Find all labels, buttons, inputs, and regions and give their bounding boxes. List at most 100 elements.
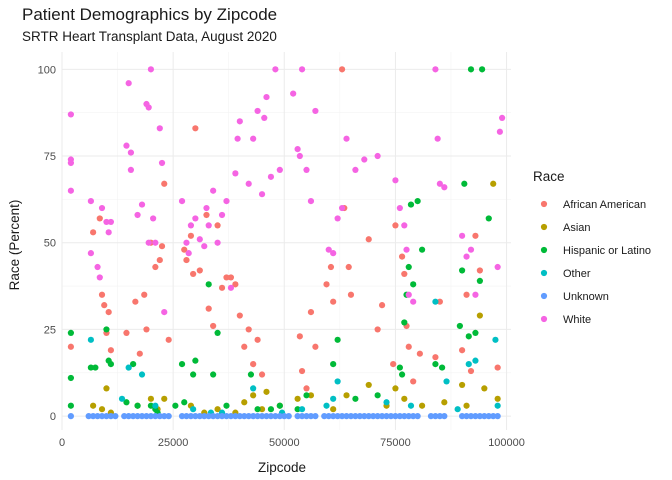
point-unknown: [410, 413, 417, 420]
point-white: [152, 239, 159, 246]
point-hispanic-or-latino: [467, 66, 475, 73]
point-asian: [458, 381, 466, 389]
point-asian: [294, 395, 301, 402]
point-white: [298, 66, 306, 73]
chart-subtitle: SRTR Heart Transplant Data, August 2020: [22, 29, 277, 44]
point-hispanic-or-latino: [276, 402, 283, 409]
point-hispanic-or-latino: [247, 371, 255, 378]
point-white: [352, 166, 359, 174]
point-unknown: [432, 413, 439, 420]
point-white: [312, 107, 319, 115]
point-unknown: [98, 413, 106, 420]
point-african-american: [141, 291, 148, 298]
point-unknown: [312, 413, 319, 420]
x-tick-label: 50000: [269, 437, 300, 449]
point-unknown: [392, 413, 399, 420]
point-asian: [241, 399, 248, 406]
point-white: [267, 173, 275, 180]
point-unknown: [94, 413, 101, 420]
point-unknown: [272, 413, 279, 420]
point-african-american: [338, 66, 346, 73]
point-hispanic-or-latino: [123, 399, 130, 406]
legend-key-white: [540, 315, 548, 323]
point-white: [234, 135, 241, 142]
point-african-american: [165, 336, 172, 343]
point-african-american: [296, 333, 303, 340]
point-african-american: [107, 347, 115, 354]
point-white: [67, 111, 74, 118]
point-unknown: [250, 413, 257, 420]
point-other: [432, 298, 439, 305]
y-tick-label: 75: [44, 151, 56, 163]
point-white: [436, 180, 443, 187]
point-hispanic-or-latino: [294, 406, 301, 413]
point-unknown: [383, 413, 390, 420]
point-unknown: [485, 413, 492, 420]
point-white: [325, 246, 332, 253]
point-white: [158, 159, 166, 167]
point-white: [150, 215, 157, 222]
point-white: [343, 135, 350, 142]
point-hispanic-or-latino: [432, 361, 439, 368]
point-white: [103, 218, 110, 226]
point-african-american: [232, 281, 239, 288]
point-unknown: [343, 413, 350, 420]
point-african-american: [258, 371, 266, 378]
point-hispanic-or-latino: [254, 406, 261, 413]
point-unknown: [90, 413, 97, 420]
point-african-american: [192, 125, 199, 132]
point-hispanic-or-latino: [223, 402, 230, 409]
y-axis-title: Race (Percent): [7, 200, 22, 291]
point-asian: [103, 385, 110, 392]
point-african-american: [123, 329, 130, 336]
point-african-american: [218, 284, 226, 291]
point-hispanic-or-latino: [414, 198, 421, 205]
axes: 0 25000 50000 75000 100000 0 25 50 75 100: [38, 64, 525, 449]
point-unknown: [147, 413, 155, 420]
legend-key-african-american: [540, 200, 548, 208]
point-white: [96, 274, 103, 281]
point-unknown: [187, 413, 195, 420]
point-asian: [463, 402, 470, 409]
point-unknown: [476, 413, 483, 420]
point-african-american: [190, 270, 197, 278]
point-hispanic-or-latino: [405, 263, 412, 271]
point-hispanic-or-latino: [472, 329, 479, 336]
point-hispanic-or-latino: [214, 329, 221, 336]
point-unknown: [263, 413, 270, 420]
point-white: [330, 250, 337, 257]
point-african-american: [203, 211, 210, 219]
point-white: [196, 236, 203, 243]
point-unknown: [307, 413, 315, 420]
point-hispanic-or-latino: [267, 406, 275, 413]
point-white: [203, 204, 210, 212]
point-white: [334, 215, 341, 222]
point-other: [298, 406, 306, 413]
point-unknown: [303, 413, 310, 420]
point-african-american: [327, 263, 335, 271]
point-unknown: [281, 413, 288, 420]
point-african-american: [67, 343, 74, 350]
point-unknown: [165, 413, 172, 420]
point-hispanic-or-latino: [192, 357, 199, 364]
point-white: [178, 198, 186, 205]
legend-title: Race: [533, 169, 565, 184]
point-hispanic-or-latino: [205, 281, 212, 288]
point-asian: [490, 180, 497, 187]
point-unknown: [103, 413, 110, 420]
point-white: [232, 170, 239, 177]
point-white: [458, 232, 466, 239]
point-unknown: [441, 413, 448, 420]
point-unknown: [338, 413, 346, 420]
point-unknown: [112, 413, 119, 420]
point-white: [201, 243, 208, 250]
point-unknown: [356, 413, 363, 420]
legend-label-white: White: [563, 314, 591, 326]
point-unknown: [178, 413, 186, 420]
point-african-american: [472, 232, 479, 239]
point-unknown: [245, 413, 252, 420]
point-hispanic-or-latino: [172, 402, 179, 409]
point-white: [307, 198, 315, 205]
point-unknown: [134, 413, 141, 420]
point-unknown: [214, 413, 221, 420]
